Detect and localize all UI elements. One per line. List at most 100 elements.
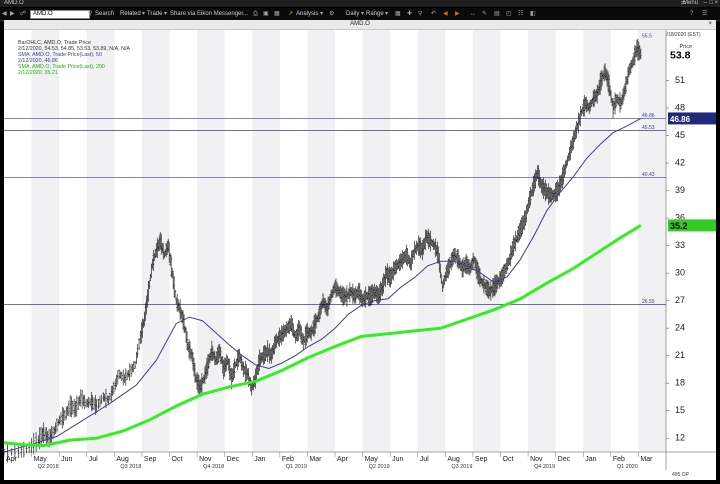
undo-icon[interactable]: ↶ [431,11,437,17]
print-icon[interactable]: ⎙ [253,11,258,17]
chain-link-icon[interactable]: ☍ [20,11,27,17]
help-icon[interactable]: ? [690,11,694,17]
y-tick-label: 27 [675,295,685,305]
minimize-icon[interactable]: – [703,0,707,6]
y-tick-label: 12 [675,433,685,443]
y-tick-label: 36 [675,213,685,223]
y-tick-label: 15 [675,405,685,415]
menu-button[interactable]: Menu [682,0,698,6]
x-quarter-label: Q4 2018 [203,464,224,470]
range-dropdown[interactable]: Range [366,11,384,17]
chevron-down-icon[interactable]: ▾ [320,11,324,17]
reference-label: 40.43 [642,172,655,178]
y-tick-label: 33 [675,240,685,250]
scroll-right-icon[interactable]: ▶ [455,11,460,17]
x-month-label: Jun [392,456,403,463]
crosshair-icon[interactable]: ✚ [407,11,413,17]
share-button[interactable]: Share via Eikon Messenger... [170,11,249,17]
sma50-last-label: 46.86 [670,115,691,124]
chart-window: AMD.O × 4/2/2018 - 3/18/2020 (EST) 12 15 1… [4,20,716,480]
chart-style-icon[interactable]: ▤ [494,11,500,17]
chevron-down-icon[interactable]: ▾ [385,11,389,17]
y-tick-label: 42 [675,158,685,168]
menu-icon[interactable]: ☰ [680,0,686,6]
x-month-label: Dec [227,456,240,463]
month-band [31,30,60,452]
layout-icon[interactable]: ☷ [518,11,524,17]
x-quarter-label: Q2 2018 [38,464,59,470]
maximize-icon[interactable]: □ [709,0,713,6]
zoom-icon[interactable]: ⚲ [418,11,423,17]
sma50-last-label-box [668,112,716,125]
x-month-label: Feb [613,456,625,463]
x-month-label: Jul [89,456,98,463]
month-band [86,30,115,452]
legend: BarOHLC, AMD.O, Trade Price 2/12/2020, 54… [18,40,130,76]
x-month-label: Jun [61,456,72,463]
x-month-label: Oct [503,456,514,463]
close-icon[interactable]: × [714,0,718,6]
toolbar-menu-icon[interactable]: ☰ [702,11,708,17]
sma-50-line [4,117,642,453]
y-tick-label: 18 [675,378,685,388]
x-month-label: Dec [558,456,571,463]
search-icon: ⚲ [88,11,93,17]
calendar-icon[interactable]: ▦ [395,11,401,17]
x-month-label: Apr [337,456,349,463]
sma200-last-label: 35.2 [670,221,688,231]
chart-close-icon[interactable]: × [708,21,712,27]
window-icon[interactable]: ▣ [263,11,269,17]
sma-200-line [4,224,642,448]
search-button[interactable]: Search [95,11,115,17]
forward-icon[interactable]: ▶ [10,11,15,17]
scroll-left-icon[interactable]: ◀ [443,11,448,17]
legend-line: 2/12/2020, 54.53, 54.85, 53.53, 53.89, N… [18,46,130,52]
reference-label: 46.86 [642,113,655,119]
x-quarter-label: Q4 2019 [534,464,555,470]
settings-icon[interactable]: ⚙ [329,11,335,17]
draw-icon[interactable]: ✎ [482,11,488,17]
reference-label: 45.53 [642,125,655,131]
legend-line: 2/12/2020, 46.86 [18,58,58,64]
x-quarter-label: Q3 2018 [120,464,141,470]
x-month-label: Feb [282,456,294,463]
grid-icon[interactable]: ▦ [274,11,280,17]
x-month-label: Aug [447,456,460,463]
trade-button[interactable]: Trade [147,11,163,17]
x-month-label: Apr [6,456,18,463]
template-icon[interactable]: ◧ [530,11,536,17]
legend-line: BarOHLC, AMD.O, Trade Price [18,40,91,46]
sma200-last-label-box [668,219,716,232]
month-band [252,30,280,452]
analysis-icon: ↗ [288,11,294,17]
related-button[interactable]: Related [120,11,141,17]
interval-dropdown[interactable]: Daily [346,11,360,17]
x-month-label: Nov [199,456,212,463]
back-icon[interactable]: ◀ [2,11,7,17]
chevron-down-icon[interactable]: ▾ [142,11,146,17]
month-band [472,30,501,452]
y-tick-label: 30 [675,268,685,278]
month-band [638,30,666,452]
chevron-down-icon[interactable]: ▾ [361,11,365,17]
symbol-input[interactable]: AMD.O [30,10,90,19]
legend-line: SMA, AMD.O, Trade Price(Last), 200 [18,64,105,70]
x-quarter-label: Q1 2020 [617,464,638,470]
chevron-down-icon[interactable]: ▾ [164,11,168,17]
chart-title-bar: AMD.O × [4,20,716,30]
scroll-indicator: 495 OP [672,472,689,478]
month-band [362,30,391,452]
last-price-label: 53.8 [670,49,691,61]
x-month-label: Nov [530,456,543,463]
y-tick-label: 24 [675,323,685,333]
x-month-label: Sep [475,456,488,463]
x-month-label: Mar [309,456,322,463]
price-chart[interactable]: 1215182124273033363942454851PriceUSDAprM… [4,30,716,480]
expand-icon[interactable]: ◰ [506,11,512,17]
fit-icon[interactable]: ↔ [470,11,476,17]
month-band [528,30,556,452]
date-range-label: 4/2/2018 - 3/18/2020 (EST) [640,32,701,38]
x-month-label: Mar [640,456,653,463]
analysis-button[interactable]: Analysis [296,11,319,17]
